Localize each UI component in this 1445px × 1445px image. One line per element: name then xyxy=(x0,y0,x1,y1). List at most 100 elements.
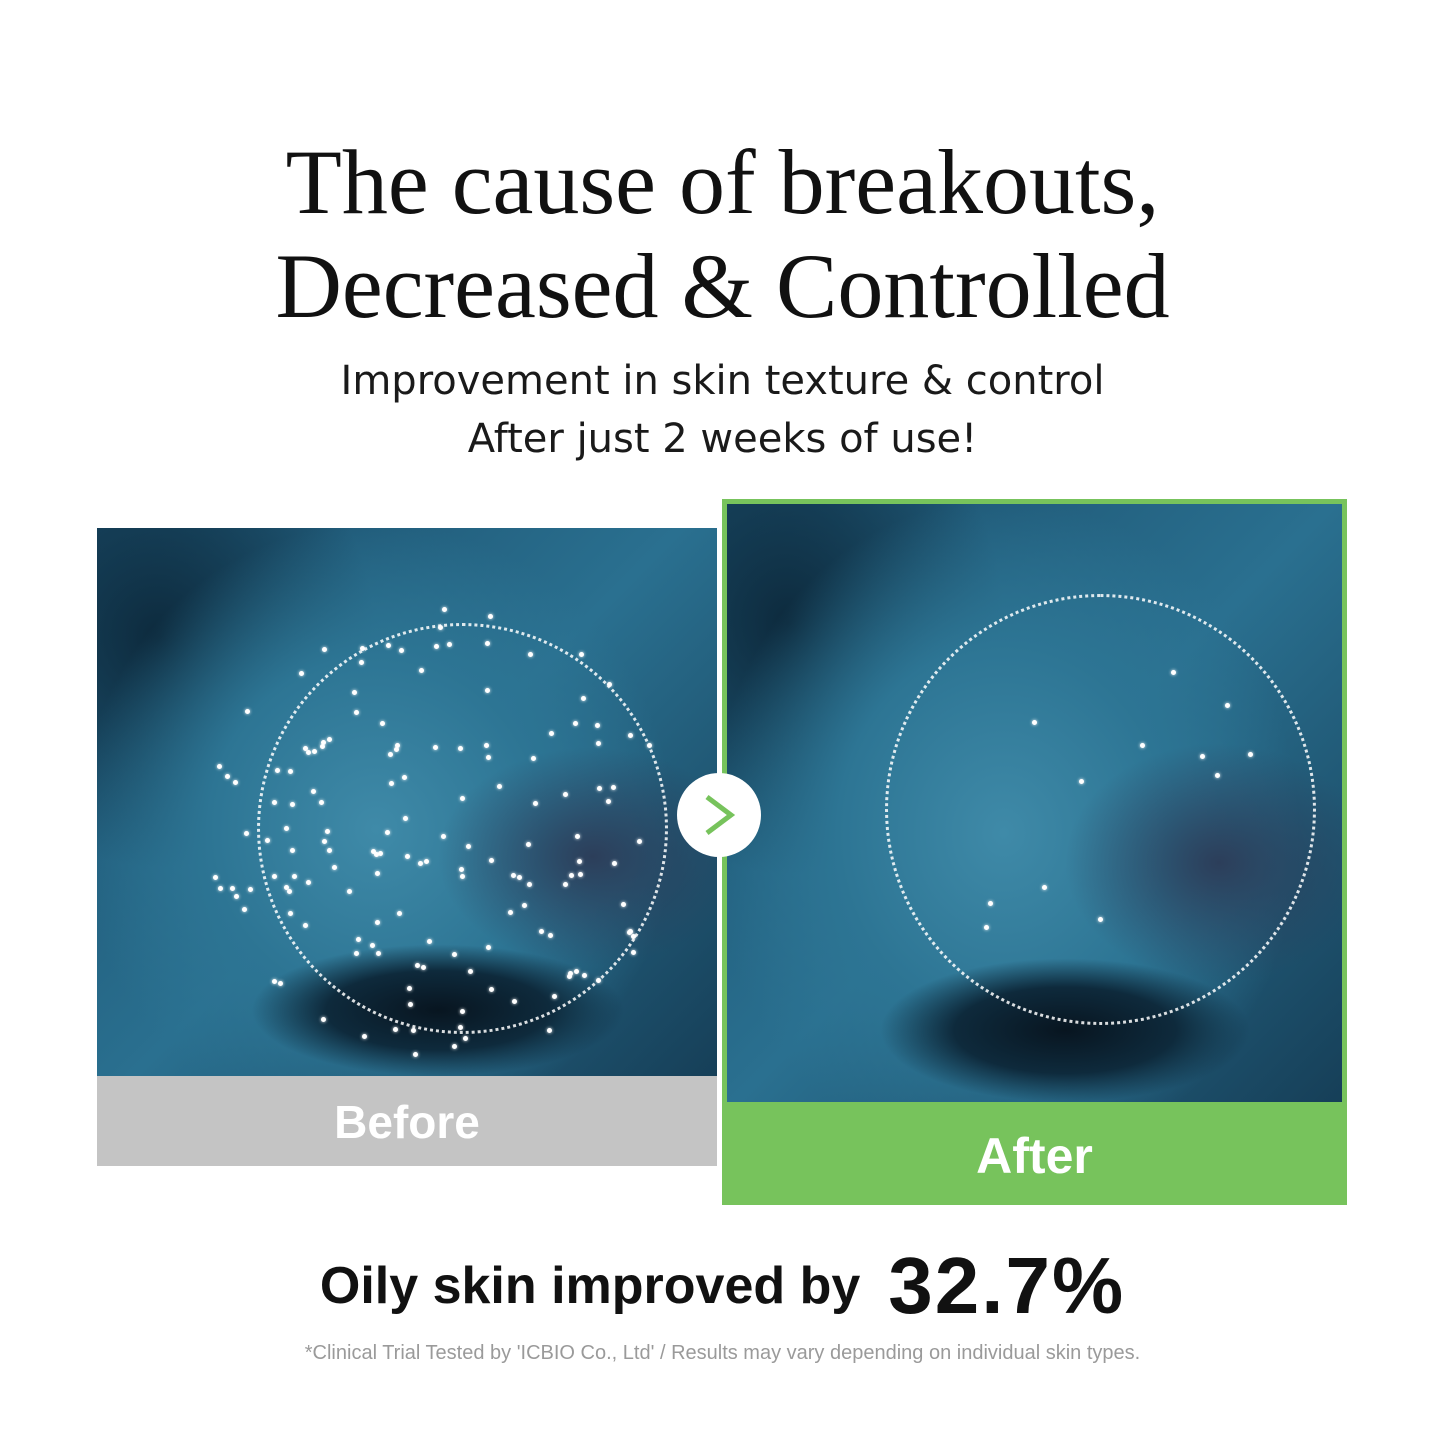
pore-dot xyxy=(347,889,353,895)
pore-dot xyxy=(484,688,490,694)
pore-dot xyxy=(581,696,587,702)
after-label: After xyxy=(976,1128,1093,1184)
pore-dot xyxy=(488,614,494,620)
pore-dot xyxy=(596,786,602,792)
pore-dot xyxy=(1139,743,1145,749)
pore-dot xyxy=(531,756,537,762)
pore-dot xyxy=(452,1043,458,1049)
pore-dot xyxy=(405,854,411,860)
pore-dot xyxy=(298,670,304,676)
pore-dot xyxy=(581,972,587,978)
chevron-right-icon xyxy=(705,795,736,835)
pore-dot xyxy=(437,624,443,630)
pore-dot xyxy=(388,752,394,758)
pore-dot xyxy=(287,768,293,774)
pore-dot xyxy=(411,1027,417,1033)
pore-dot xyxy=(533,800,539,806)
result-statement: Oily skin improved by 32.7% xyxy=(0,1240,1445,1332)
pore-dot xyxy=(290,848,296,854)
headline-line-1: The cause of breakouts, xyxy=(285,131,1160,233)
before-photo xyxy=(97,528,717,1076)
highlight-circle xyxy=(257,623,668,1034)
pore-dot xyxy=(497,784,503,790)
pore-dot xyxy=(606,681,612,687)
pore-dot xyxy=(526,841,532,847)
pore-dot xyxy=(374,852,380,858)
pore-dot xyxy=(305,880,311,886)
pore-dot xyxy=(512,998,518,1004)
pore-dot xyxy=(516,875,522,881)
pore-dot xyxy=(244,708,250,714)
pore-dot xyxy=(567,973,573,979)
pore-dot xyxy=(442,606,448,612)
pore-dot xyxy=(563,881,569,887)
pore-dot xyxy=(433,643,439,649)
pore-dot xyxy=(289,801,295,807)
pore-dot xyxy=(440,833,446,839)
pore-dot xyxy=(528,651,534,657)
pore-dot xyxy=(418,861,424,867)
pore-dot xyxy=(630,949,636,955)
pore-dot xyxy=(468,968,474,974)
pore-dot xyxy=(320,1016,326,1022)
highlight-circle xyxy=(885,594,1316,1025)
pore-dot xyxy=(319,743,325,749)
pore-dot xyxy=(636,838,642,844)
pore-dot xyxy=(272,874,278,880)
pore-dot xyxy=(483,742,489,748)
pore-dot xyxy=(414,962,420,968)
pore-dot xyxy=(213,875,219,881)
pore-dot xyxy=(233,894,239,900)
pore-dot xyxy=(459,1008,465,1014)
pore-dot xyxy=(527,882,533,888)
pore-dot xyxy=(359,660,365,666)
pore-dot xyxy=(217,764,223,770)
subheadline-line-1: Improvement in skin texture & control xyxy=(340,358,1105,404)
pore-dot xyxy=(612,860,618,866)
pore-dot xyxy=(351,689,357,695)
pore-dot xyxy=(485,754,491,760)
pore-dot xyxy=(1200,753,1206,759)
pore-dot xyxy=(548,933,554,939)
pore-dot xyxy=(233,779,239,785)
pore-dot xyxy=(569,872,575,878)
pore-dot xyxy=(278,981,284,987)
pore-dot xyxy=(458,745,464,751)
result-value: 32.7% xyxy=(888,1241,1126,1330)
pore-dot xyxy=(1078,779,1084,785)
pore-dot xyxy=(546,1028,552,1034)
pore-dot xyxy=(485,640,491,646)
pore-dot xyxy=(359,646,365,652)
pore-dot xyxy=(271,978,277,984)
pore-dot xyxy=(567,970,573,976)
pore-dot xyxy=(302,922,308,928)
pore-dot xyxy=(1171,670,1177,676)
pore-dot xyxy=(244,830,250,836)
pore-dot xyxy=(354,710,360,716)
pore-dot xyxy=(605,798,611,804)
pore-dot xyxy=(1214,773,1220,779)
arrow-badge xyxy=(677,773,761,857)
pore-dot xyxy=(355,937,361,943)
pore-dot xyxy=(403,816,409,821)
pore-dot xyxy=(521,903,527,909)
pore-dot xyxy=(460,796,466,802)
headline-line-2: Decreased & Controlled xyxy=(275,235,1170,337)
pore-dot xyxy=(374,919,380,925)
pore-dot xyxy=(388,780,394,786)
pore-dot xyxy=(322,646,328,652)
subheadline-line-2: After just 2 weeks of use! xyxy=(467,416,978,462)
pore-dot xyxy=(489,857,495,863)
pore-dot xyxy=(423,859,429,865)
pore-dot xyxy=(573,720,579,726)
result-label: Oily skin improved by xyxy=(319,1257,861,1315)
pore-dot xyxy=(413,1051,419,1057)
pore-dot xyxy=(384,829,390,835)
pore-dot xyxy=(305,749,311,755)
pore-dot xyxy=(312,749,318,755)
pore-dot xyxy=(378,851,384,857)
after-photo xyxy=(727,504,1342,1102)
before-label: Before xyxy=(97,1076,717,1166)
pore-dot xyxy=(987,901,993,907)
pore-dot xyxy=(310,789,316,795)
